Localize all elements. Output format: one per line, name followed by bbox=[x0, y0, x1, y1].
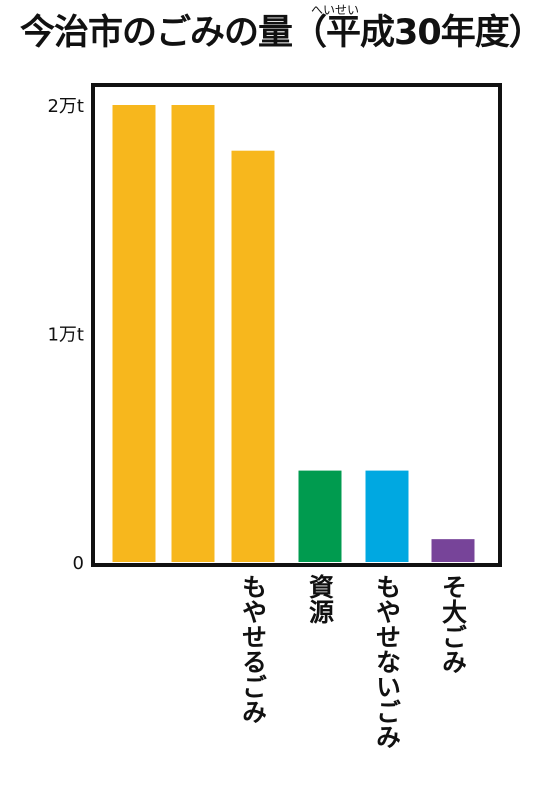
y-tick-label-2: 2万t bbox=[47, 96, 84, 117]
y-tick-label-1: 1万t bbox=[47, 325, 84, 346]
title-furigana: へいせい bbox=[311, 3, 360, 17]
bar-3 bbox=[298, 470, 342, 562]
x-tick-label-3: 資源 bbox=[305, 574, 335, 624]
bar-4 bbox=[365, 470, 409, 562]
y-tick-label-0: 0 bbox=[73, 553, 84, 574]
y-axis-ticks: 0 1万t 2万t bbox=[47, 96, 84, 574]
bars bbox=[112, 105, 475, 562]
bar-5 bbox=[431, 539, 475, 562]
bar-2 bbox=[231, 150, 275, 562]
bar-1 bbox=[171, 105, 215, 562]
x-tick-label-5: そ大ごみ bbox=[438, 574, 468, 674]
x-tick-label-4: もやせないごみ bbox=[372, 574, 402, 749]
bar-0 bbox=[112, 105, 156, 562]
plot-frame bbox=[91, 83, 502, 567]
x-tick-label-2: もやせるごみ bbox=[238, 574, 268, 724]
chart-title: 今治市のごみの量（平成30年度） bbox=[20, 13, 542, 53]
